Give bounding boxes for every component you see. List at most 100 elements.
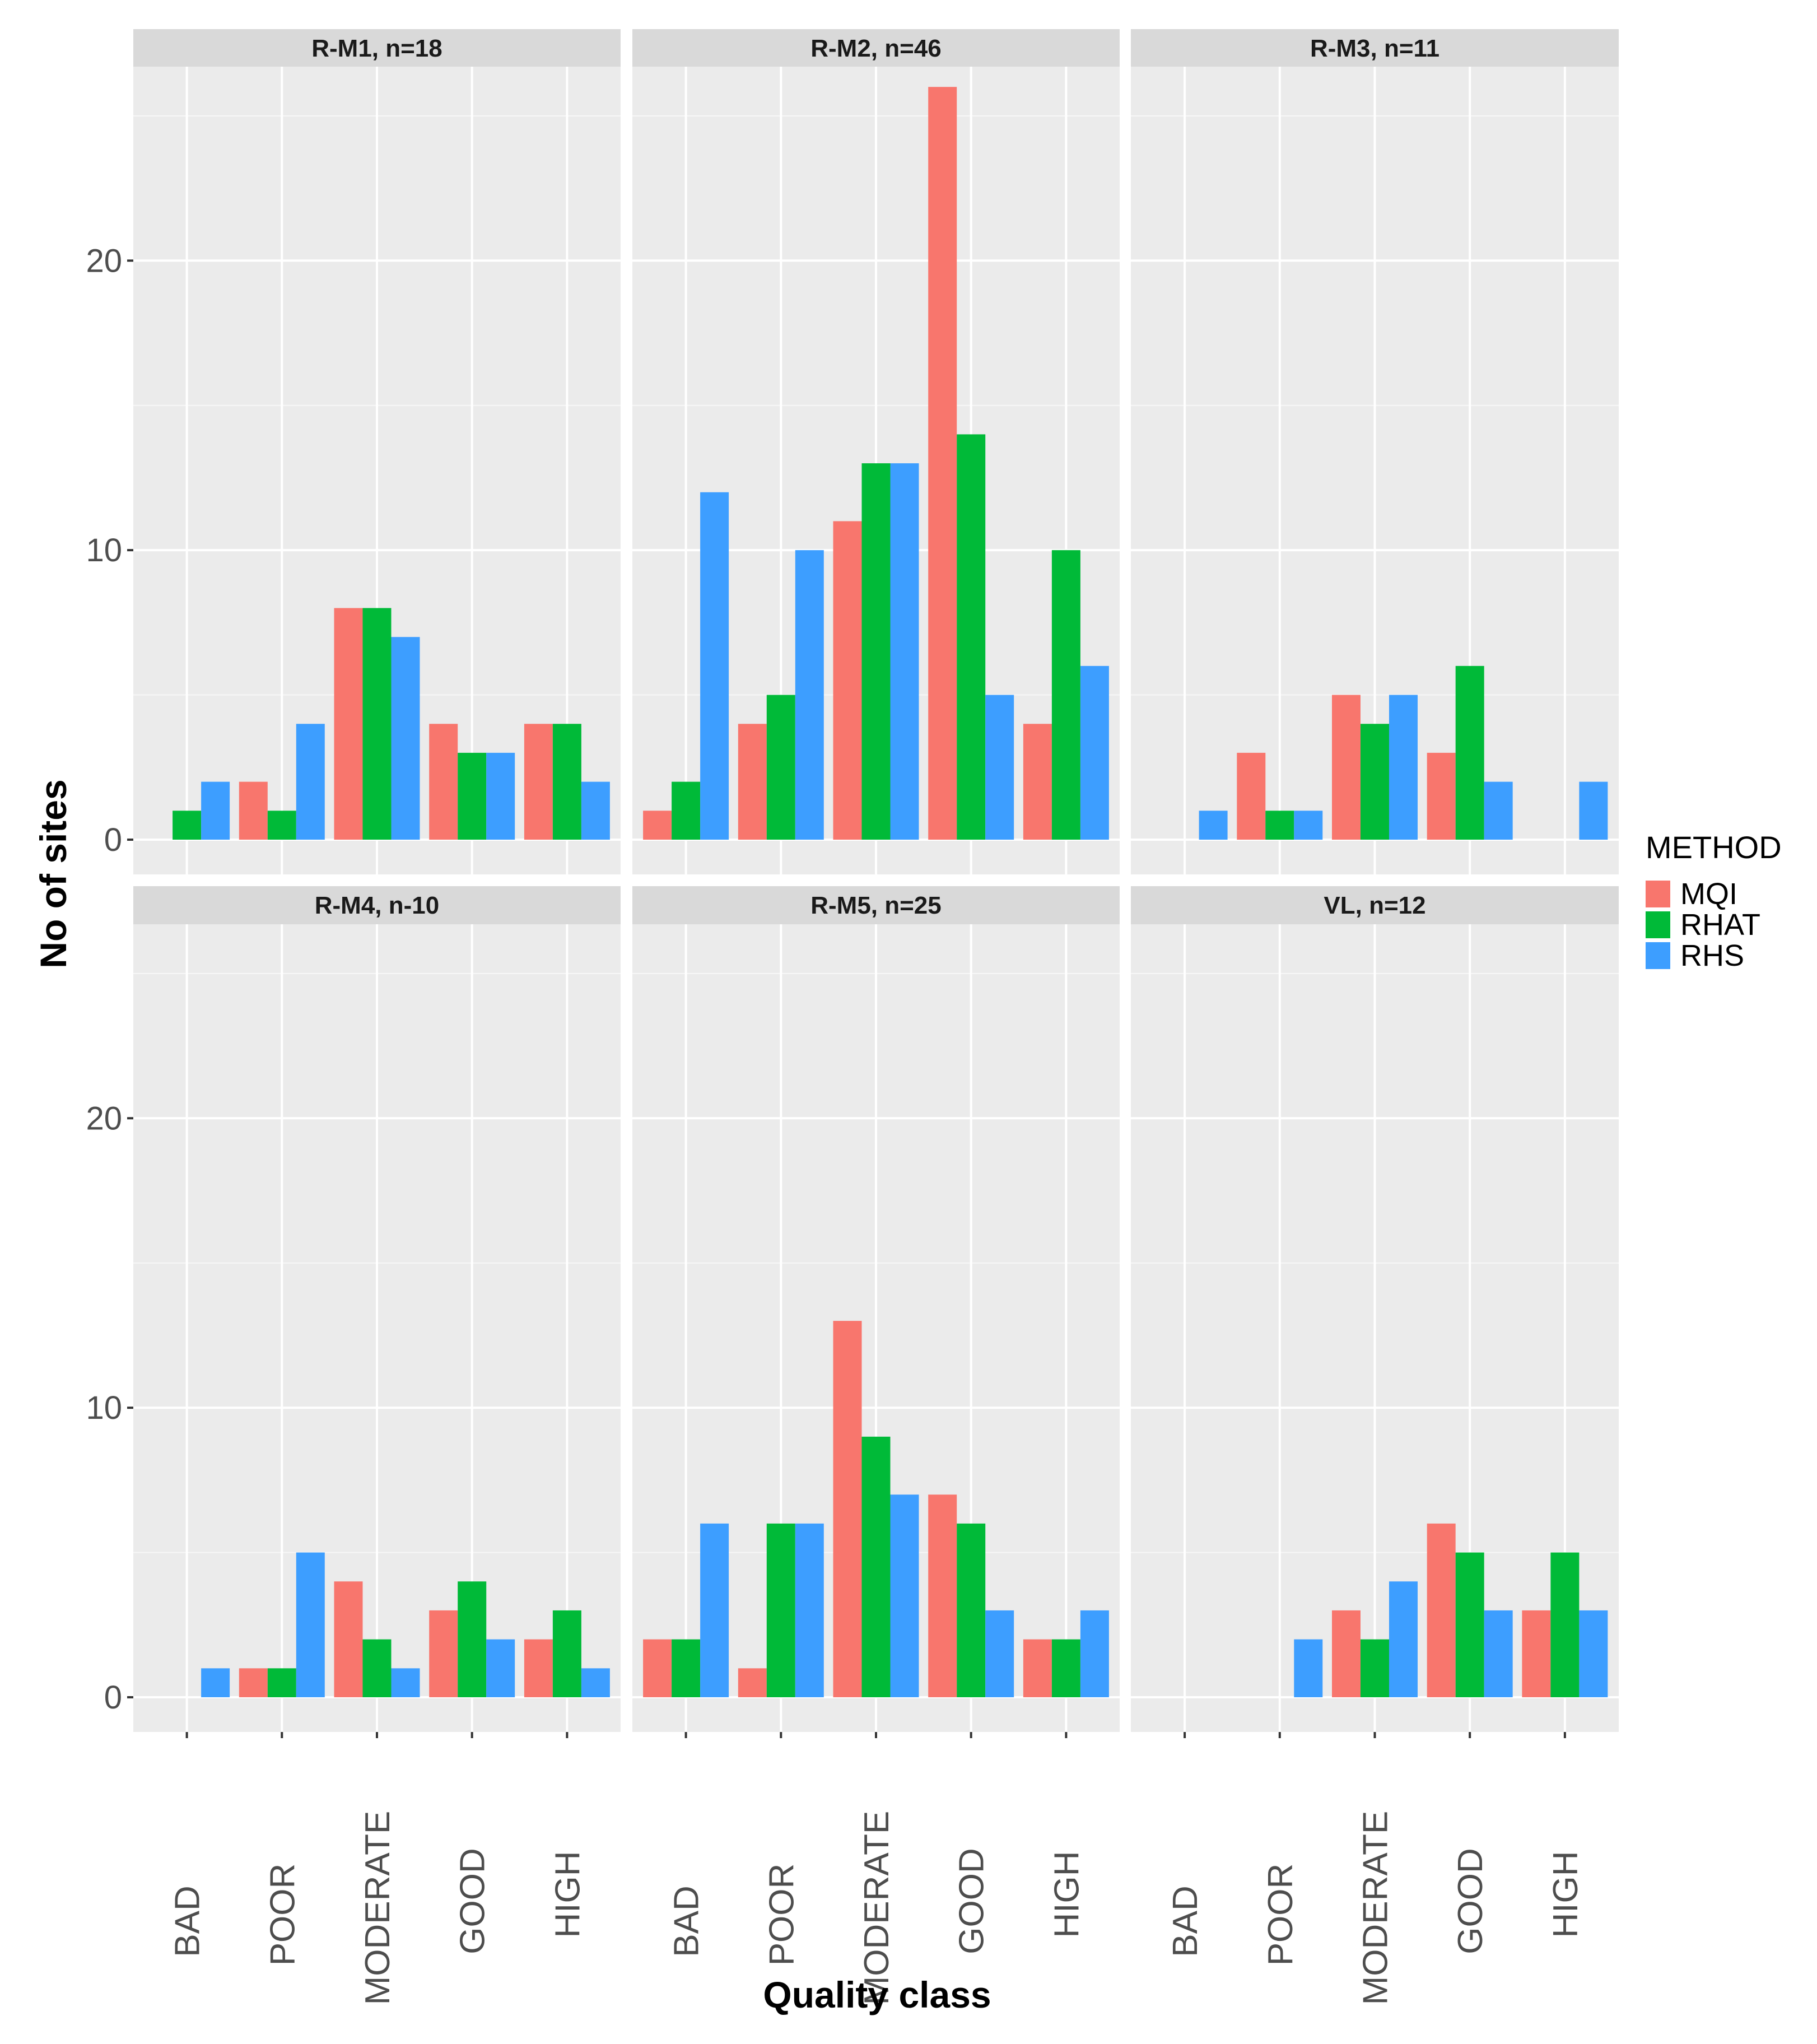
- bar-mqi-bad: [643, 811, 672, 840]
- bar-rhs-bad: [700, 492, 729, 840]
- x-tick-label-good: GOOD: [454, 1848, 492, 1954]
- bar-rhat-good: [458, 1581, 487, 1697]
- bar-mqi-high: [1023, 724, 1052, 840]
- x-tick-label-bad: BAD: [668, 1885, 706, 1957]
- bar-mqi-good: [928, 1494, 957, 1697]
- bar-rhs-good: [486, 752, 515, 840]
- bar-rhs-poor: [795, 550, 824, 840]
- legend-key-rhs: [1646, 942, 1670, 969]
- panel-r-m3-n-11: R-M3, n=11: [1131, 29, 1619, 874]
- bar-rhat-moderate: [362, 608, 392, 840]
- bar-rhat-good: [957, 434, 986, 840]
- bar-mqi-good: [429, 724, 458, 840]
- legend-key-mqi: [1646, 881, 1670, 907]
- strip-r-m1-n-18: [133, 29, 621, 67]
- x-tick-label-bad: BAD: [1166, 1885, 1205, 1957]
- bar-rhat-high: [552, 1610, 581, 1697]
- bar-rhs-good: [486, 1639, 515, 1697]
- bar-mqi-moderate: [334, 608, 363, 840]
- bar-rhs-high: [581, 1668, 610, 1697]
- bar-rhat-moderate: [861, 1436, 891, 1697]
- strip-r-m2-n-46: [632, 29, 1120, 67]
- x-tick-label-poor: POOR: [1261, 1864, 1300, 1966]
- bar-rhat-good: [957, 1523, 986, 1697]
- bar-rhat-poor: [267, 1668, 296, 1697]
- bar-mqi-high: [524, 1639, 553, 1697]
- bar-mqi-poor: [239, 781, 268, 840]
- panels-layer: R-M1, n=18 R-M2, n=46 R-M3, n=11 R-M4, n-10…: [133, 29, 1619, 1732]
- bar-mqi-good: [1427, 1523, 1456, 1697]
- bar-rhs-good: [985, 1610, 1014, 1697]
- bar-rhs-high: [581, 781, 610, 840]
- bar-mqi-poor: [738, 1668, 767, 1697]
- panel-r-m5-n-25: R-M5, n=25: [632, 886, 1120, 1732]
- bar-rhat-good: [1455, 665, 1484, 840]
- x-tick-label-poor: POOR: [762, 1864, 801, 1966]
- legend-title: METHOD: [1646, 830, 1782, 865]
- x-tick-label-moderate: MODERATE: [1357, 1811, 1395, 2005]
- bar-rhat-high: [552, 724, 581, 840]
- bar-rhat-poor: [1265, 811, 1294, 840]
- bar-rhat-poor: [766, 1523, 795, 1697]
- strip-label: R-M5, n=25: [810, 892, 942, 919]
- bar-mqi-moderate: [833, 1321, 862, 1697]
- strip-r-m5-n-25: [632, 886, 1120, 924]
- bar-mqi-moderate: [1332, 695, 1361, 840]
- bar-rhs-bad: [700, 1523, 729, 1697]
- bar-rhat-poor: [766, 695, 795, 840]
- bar-rhat-moderate: [1361, 1639, 1389, 1697]
- bar-mqi-high: [1023, 1639, 1052, 1697]
- strip-r-m3-n-11: [1131, 29, 1619, 67]
- y-tick-label: 10: [86, 532, 122, 569]
- x-tick-label-high: HIGH: [1546, 1851, 1585, 1938]
- y-tick-label: 20: [86, 243, 122, 279]
- panel-r-m2-n-46: R-M2, n=46: [632, 29, 1120, 874]
- legend-label-rhat: RHAT: [1680, 908, 1760, 942]
- bar-mqi-good: [429, 1610, 458, 1697]
- legend-key-rhat: [1646, 911, 1670, 938]
- bar-rhat-bad: [173, 811, 202, 840]
- bar-rhs-poor: [795, 1523, 824, 1697]
- bar-rhs-high: [1579, 1610, 1608, 1697]
- bar-rhs-poor: [296, 724, 325, 840]
- bar-rhat-bad: [672, 781, 701, 840]
- bar-rhat-high: [1550, 1552, 1580, 1697]
- bar-rhs-bad: [201, 1668, 230, 1697]
- y-tick-label: 10: [86, 1390, 122, 1426]
- strip-label: R-M1, n=18: [311, 35, 442, 62]
- bar-mqi-moderate: [1332, 1610, 1361, 1697]
- bar-rhs-high: [1080, 665, 1109, 840]
- x-axis-title: Quality class: [763, 1974, 991, 2015]
- y-axis-title: No of sites: [32, 779, 74, 968]
- x-tick-label-high: HIGH: [548, 1851, 587, 1938]
- bar-rhat-high: [1051, 550, 1080, 840]
- bar-mqi-poor: [1237, 752, 1266, 840]
- panel-r-m4-n-10: R-M4, n-10: [133, 886, 621, 1732]
- strip-r-m4-n-10: [133, 886, 621, 924]
- bar-rhs-good: [1484, 1610, 1513, 1697]
- bar-rhat-good: [458, 752, 487, 840]
- strip-label: VL, n=12: [1324, 892, 1425, 919]
- y-tick-label: 20: [86, 1100, 122, 1137]
- bar-rhs-moderate: [391, 637, 420, 840]
- y-tick-label: 0: [104, 1679, 122, 1716]
- bar-mqi-poor: [239, 1668, 268, 1697]
- strip-label: R-M2, n=46: [810, 35, 942, 62]
- bar-rhs-good: [1484, 781, 1513, 840]
- bar-rhat-moderate: [362, 1639, 392, 1697]
- y-tick-label: 0: [104, 822, 122, 858]
- bar-mqi-good: [928, 87, 957, 840]
- bar-rhs-high: [1579, 781, 1608, 840]
- x-tick-label-moderate: MODERATE: [358, 1811, 397, 2005]
- legend-label-mqi: MQI: [1680, 877, 1737, 911]
- bar-rhat-moderate: [861, 463, 891, 840]
- strip-label: R-M4, n-10: [315, 892, 439, 919]
- strip-label: R-M3, n=11: [1310, 35, 1439, 62]
- bar-mqi-high: [1522, 1610, 1551, 1697]
- bar-rhs-poor: [1294, 1639, 1323, 1697]
- x-tick-label-good: GOOD: [1451, 1848, 1490, 1954]
- bar-mqi-high: [524, 724, 553, 840]
